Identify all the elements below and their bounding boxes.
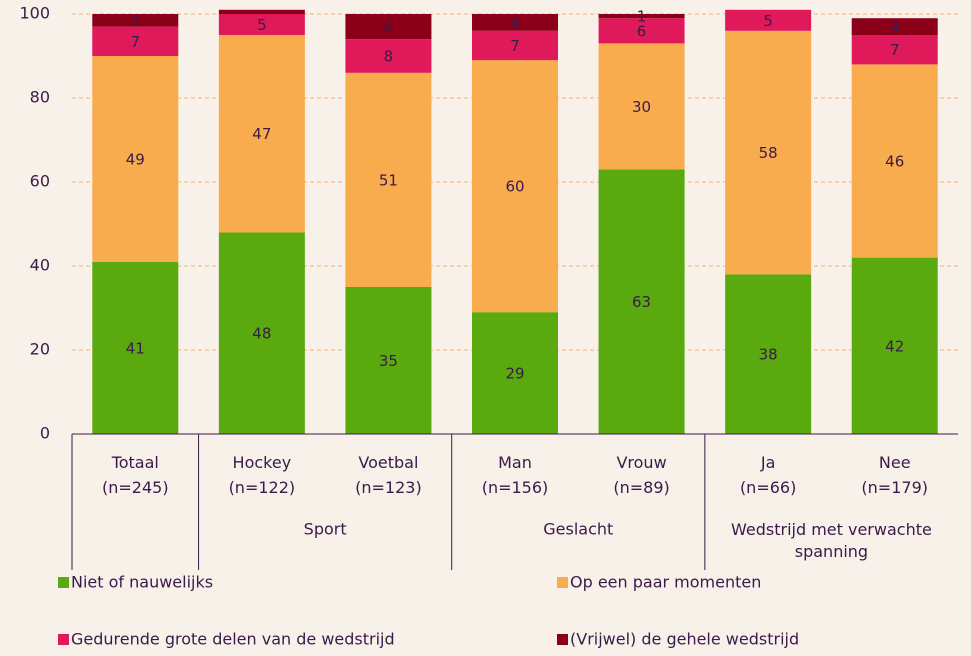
data-label: 3 bbox=[131, 12, 141, 30]
x-tick-label: Ja (n=66) bbox=[740, 453, 796, 497]
bar-segment bbox=[472, 14, 558, 31]
bar-segment bbox=[345, 39, 432, 73]
data-label: 47 bbox=[252, 125, 271, 143]
data-label: 7 bbox=[510, 37, 520, 55]
legend-swatch bbox=[557, 634, 568, 645]
data-label: 7 bbox=[890, 41, 900, 59]
data-label: 8 bbox=[384, 48, 394, 66]
x-tick-label: Totaal (n=245) bbox=[102, 453, 169, 497]
bar-segment bbox=[851, 257, 938, 434]
bar-segment bbox=[345, 72, 432, 287]
data-label: 63 bbox=[632, 293, 651, 311]
bar-segment bbox=[218, 35, 305, 233]
data-label: 1 bbox=[637, 8, 647, 26]
x-tick-label: Hockey (n=122) bbox=[229, 453, 296, 497]
x-tick-label: Man (n=156) bbox=[482, 453, 549, 497]
legend-label: Niet of nauwelijks bbox=[71, 573, 213, 592]
legend-swatch bbox=[58, 577, 69, 588]
data-label: 41 bbox=[126, 339, 145, 357]
data-label: 49 bbox=[126, 150, 145, 168]
legend-label: Gedurende grote delen van de wedstrijd bbox=[71, 630, 395, 649]
data-label: 42 bbox=[885, 337, 904, 355]
bar-segment bbox=[92, 261, 179, 434]
y-tick-label: 40 bbox=[30, 256, 50, 275]
bar-segment bbox=[598, 14, 685, 19]
bar-segment bbox=[472, 312, 558, 434]
data-label: 51 bbox=[379, 171, 398, 189]
data-label: 5 bbox=[763, 12, 773, 30]
bar-segment bbox=[218, 9, 305, 14]
data-label: 4 bbox=[890, 18, 900, 36]
bar-segment bbox=[725, 9, 812, 31]
bar-segment bbox=[725, 30, 812, 275]
y-tick-label: 80 bbox=[30, 88, 50, 107]
group-label: Geslacht bbox=[543, 520, 613, 539]
bar-segment bbox=[92, 26, 179, 56]
x-tick-label: Vrouw (n=89) bbox=[613, 453, 669, 497]
bar-segment bbox=[851, 64, 938, 258]
y-tick-label: 20 bbox=[30, 340, 50, 359]
data-label: 4 bbox=[510, 14, 520, 32]
data-label: 58 bbox=[759, 144, 778, 162]
group-label: Wedstrijd met verwachte spanning bbox=[731, 520, 932, 561]
bar-segment bbox=[725, 274, 812, 434]
bar-segment bbox=[218, 232, 305, 434]
bar-segment bbox=[598, 18, 685, 44]
data-label: 48 bbox=[252, 325, 271, 343]
x-tick-label: Voetbal (n=123) bbox=[355, 453, 422, 497]
bar-segment bbox=[472, 30, 558, 61]
data-label: 6 bbox=[384, 18, 394, 36]
data-label: 6 bbox=[637, 22, 647, 40]
group-label: Sport bbox=[304, 520, 347, 539]
bar-segment bbox=[345, 14, 432, 40]
data-label: 30 bbox=[632, 98, 651, 116]
y-tick-label: 0 bbox=[40, 424, 50, 443]
bar-segment bbox=[218, 14, 305, 35]
data-label: 60 bbox=[505, 178, 524, 196]
bar-segment bbox=[598, 43, 685, 170]
x-tick-label: Nee (n=179) bbox=[861, 453, 928, 497]
bar-segment bbox=[92, 14, 179, 27]
legend-swatch bbox=[58, 634, 69, 645]
data-label: 35 bbox=[379, 352, 398, 370]
bar-segment bbox=[851, 18, 938, 35]
data-label: 7 bbox=[131, 33, 141, 51]
legend-label: (Vrijwel) de gehele wedstrijd bbox=[570, 630, 799, 649]
bar-segment bbox=[472, 60, 558, 313]
data-label: 29 bbox=[505, 365, 524, 383]
data-label: 5 bbox=[257, 16, 267, 34]
bar-segment bbox=[92, 56, 179, 262]
data-label: 38 bbox=[759, 346, 778, 364]
bar-segment bbox=[345, 287, 432, 434]
y-tick-label: 100 bbox=[19, 4, 50, 23]
y-tick-label: 60 bbox=[30, 172, 50, 191]
bar-segment bbox=[851, 35, 938, 65]
data-label: 46 bbox=[885, 153, 904, 171]
bar-segment bbox=[598, 169, 685, 434]
legend-label: Op een paar momenten bbox=[570, 573, 761, 592]
legend-swatch bbox=[557, 577, 568, 588]
